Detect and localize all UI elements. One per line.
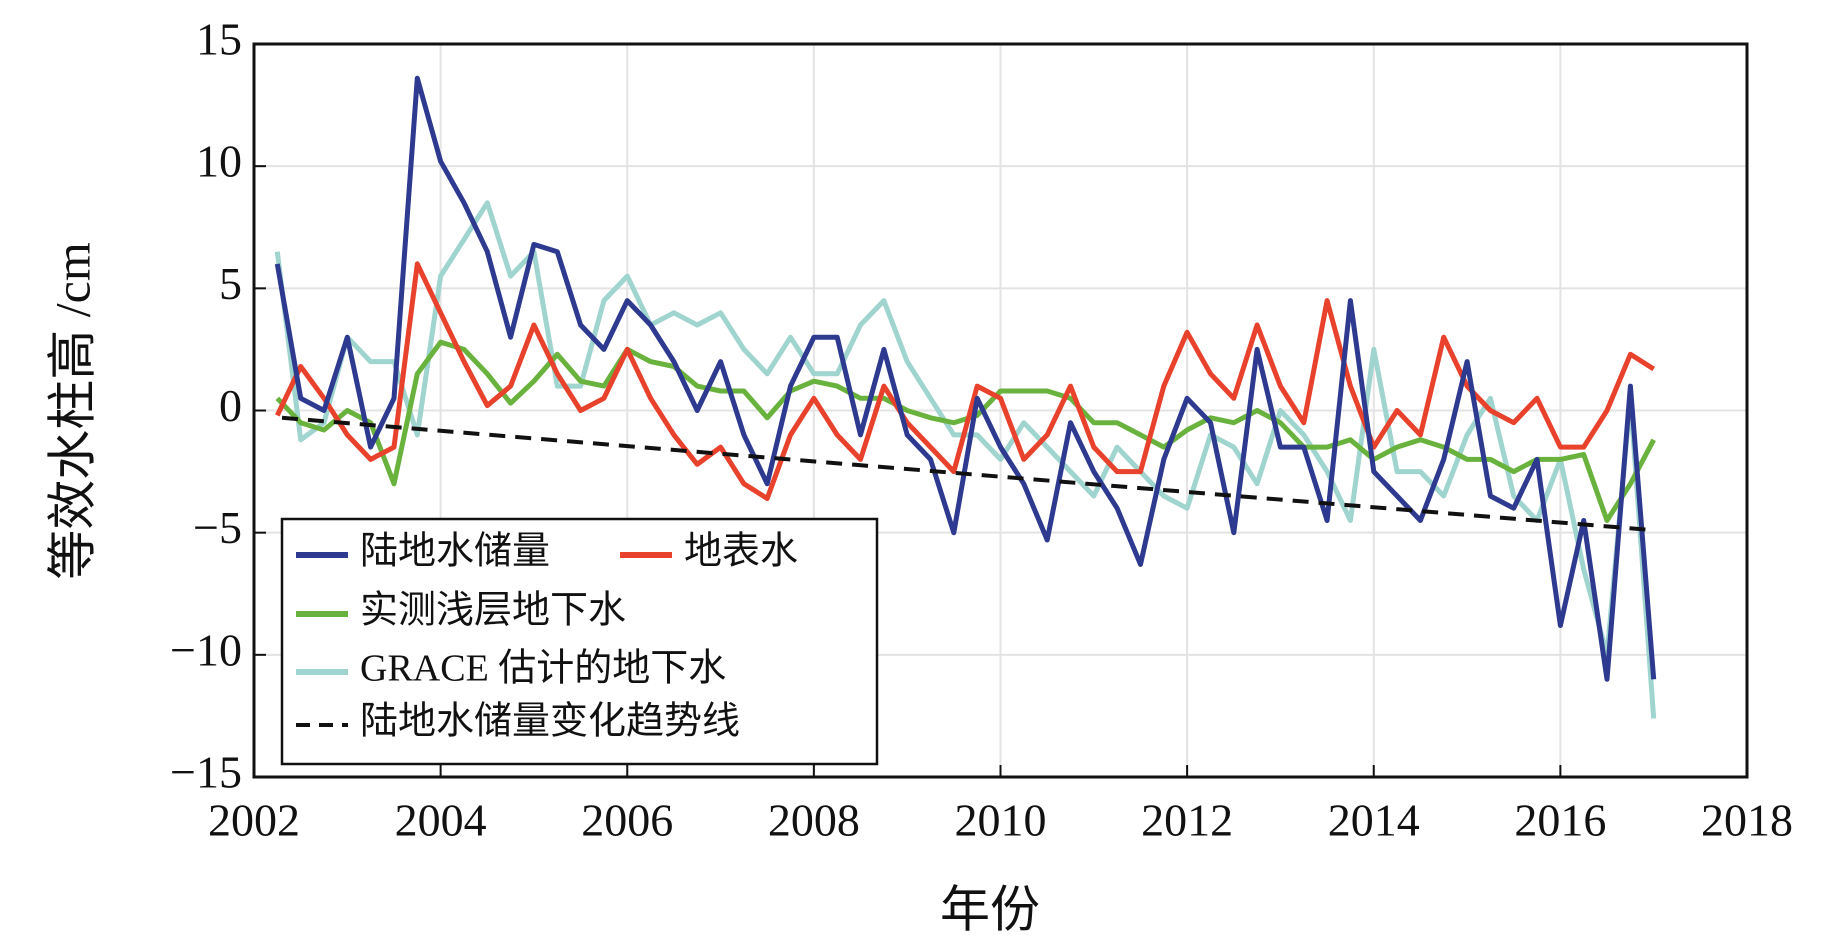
y-tick-label: −15 [170, 747, 242, 798]
legend-box [280, 517, 879, 766]
data-line [275, 261, 1656, 501]
legend-label: 地表水 [684, 531, 798, 573]
x-axis-label: 年份 [940, 881, 1040, 937]
x-tick-label: 2018 [1701, 795, 1793, 846]
y-tick-label: 0 [219, 380, 242, 431]
y-tick-label: −10 [170, 624, 242, 675]
plot-frame [252, 42, 1749, 779]
legend-label: 陆地水储量 [360, 531, 550, 573]
x-tick-label: 2002 [208, 795, 300, 846]
legend-label: 陆地水储量变化趋势线 [360, 701, 740, 743]
x-tick-label: 2016 [1514, 795, 1606, 846]
y-tick-label: 5 [219, 258, 242, 309]
x-tick-label: 2004 [395, 795, 487, 846]
x-tick-label: 2010 [955, 795, 1047, 846]
y-tick-label: 15 [196, 14, 242, 65]
x-tick-label: 2012 [1141, 795, 1233, 846]
y-tick-label: −5 [193, 502, 242, 553]
legend-label: GRACE 估计的地下水 [360, 648, 726, 690]
legend-label: 实测浅层地下水 [360, 590, 626, 632]
y-tick-label: 10 [196, 136, 242, 187]
data-line [281, 415, 1654, 533]
x-tick-label: 2006 [581, 795, 673, 846]
y-axis-label: 等效水柱高 /cm [44, 242, 100, 580]
data-line [275, 339, 1656, 523]
x-tick-label: 2008 [768, 795, 860, 846]
x-tick-label: 2014 [1328, 795, 1420, 846]
